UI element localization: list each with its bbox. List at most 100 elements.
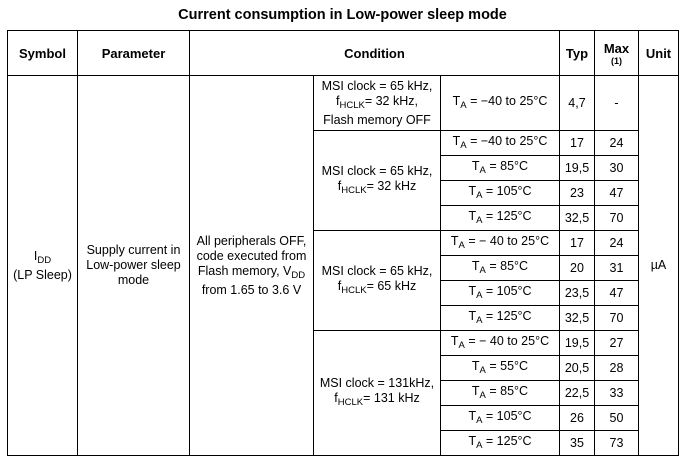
temperature-cell: TA = 55°C bbox=[440, 355, 560, 381]
max-value: 24 bbox=[594, 230, 639, 256]
temperature-value: = 125°C bbox=[485, 308, 532, 323]
clock-text: MSI clock = 65 kHz, bbox=[321, 263, 433, 278]
header-typ: Typ bbox=[559, 30, 595, 76]
typ-value: 17 bbox=[559, 130, 595, 156]
table-row: TA = 125°C 35 73 bbox=[8, 430, 679, 456]
symbol-sub: DD bbox=[37, 254, 52, 266]
max-value: 47 bbox=[594, 280, 639, 306]
typ-value: 26 bbox=[559, 405, 595, 431]
temperature-value: = 105°C bbox=[485, 283, 532, 298]
table-row: TA = 125°C 32,5 70 bbox=[8, 205, 679, 231]
typ-value: 19,5 bbox=[559, 330, 595, 356]
temperature-value: = 55°C bbox=[489, 358, 529, 373]
temperature-value: = − 40 to 25°C bbox=[468, 233, 550, 248]
typ-value: 32,5 bbox=[559, 305, 595, 331]
typ-value: 19,5 bbox=[559, 155, 595, 181]
temperature-value: = 85°C bbox=[489, 383, 529, 398]
typ-value: 22,5 bbox=[559, 380, 595, 406]
typ-value: 20 bbox=[559, 255, 595, 281]
temperature-value: = 85°C bbox=[489, 158, 529, 173]
typ-value: 23,5 bbox=[559, 280, 595, 306]
clock-condition-cell: MSI clock = 65 kHz, fHCLK= 32 kHz, Flash m… bbox=[313, 75, 441, 131]
temperature-value: = 105°C bbox=[485, 408, 532, 423]
temperature-cell: TA = 105°C bbox=[440, 180, 560, 206]
max-value: 70 bbox=[594, 305, 639, 331]
table-title: Current consumption in Low-power sleep m… bbox=[178, 7, 507, 23]
temperature-value: = 125°C bbox=[485, 208, 532, 223]
table-row: TA = 105°C 23,5 47 bbox=[8, 280, 679, 306]
hclk-sub: HCLK bbox=[341, 184, 367, 196]
hclk-prefix: f bbox=[336, 93, 340, 108]
symbol-note: (LP Sleep) bbox=[13, 267, 72, 282]
max-value: 73 bbox=[594, 430, 639, 456]
temperature-cell: TA = − 40 to 25°C bbox=[440, 230, 560, 256]
hclk-value: = 32 kHz, bbox=[364, 93, 418, 108]
hclk-value: = 131 kHz bbox=[363, 391, 420, 405]
hclk-prefix: f bbox=[337, 178, 342, 193]
hclk-prefix: f bbox=[334, 391, 338, 405]
temperature-cell: TA = −40 to 25°C bbox=[440, 75, 560, 131]
temperature-cell: TA = −40 to 25°C bbox=[440, 130, 560, 156]
table-row: TA = 105°C 26 50 bbox=[8, 405, 679, 431]
temperature-cell: TA = 85°C bbox=[440, 155, 560, 181]
temperature-value: = 85°C bbox=[489, 258, 529, 273]
max-value: - bbox=[594, 75, 639, 131]
hclk-sub: HCLK bbox=[337, 397, 364, 408]
unit-cell: µA bbox=[638, 75, 679, 456]
header-row: Symbol Parameter Condition Typ Max (1) U… bbox=[7, 30, 679, 76]
hclk-value: = 65 kHz bbox=[366, 278, 417, 293]
temperature-value: = −40 to 25°C bbox=[470, 133, 548, 148]
hclk-sub: HCLK bbox=[341, 284, 367, 296]
temperature-cell: TA = 105°C bbox=[440, 405, 560, 431]
table-row: TA = 85°C 19,5 30 bbox=[8, 155, 679, 181]
clock-extra: Flash memory OFF bbox=[323, 112, 431, 127]
header-condition: Condition bbox=[189, 30, 560, 76]
max-value: 47 bbox=[594, 180, 639, 206]
condition-main-range: from 1.65 to 3.6 V bbox=[201, 282, 302, 297]
clock-text: MSI clock = 65 kHz, bbox=[321, 163, 433, 178]
hclk-value: = 32 kHz bbox=[366, 178, 417, 193]
condition-main-text: All peripherals OFF, code executed from … bbox=[196, 233, 307, 278]
max-value: 33 bbox=[594, 380, 639, 406]
table-row: MSI clock = 65 kHz, fHCLK= 32 kHz TA = −40… bbox=[8, 130, 679, 231]
max-value: 31 bbox=[594, 255, 639, 281]
table-row: TA = 55°C 20,5 28 bbox=[8, 355, 679, 381]
header-max-label: Max bbox=[603, 40, 630, 56]
hclk-prefix: f bbox=[337, 278, 342, 293]
temperature-value: = −40 to 25°C bbox=[470, 93, 548, 108]
typ-value: 23 bbox=[559, 180, 595, 206]
temperature-cell: TA = 125°C bbox=[440, 430, 560, 456]
clock-text: MSI clock = 131kHz, bbox=[319, 376, 435, 390]
header-parameter: Parameter bbox=[77, 30, 190, 76]
symbol-main: I bbox=[33, 248, 38, 263]
max-value: 70 bbox=[594, 205, 639, 231]
header-max-note: (1) bbox=[611, 55, 622, 66]
temperature-cell: TA = 85°C bbox=[440, 255, 560, 281]
temperature-cell: TA = 125°C bbox=[440, 305, 560, 331]
temperature-cell: TA = 85°C bbox=[440, 380, 560, 406]
clock-condition-cell: MSI clock = 65 kHz, fHCLK= 65 kHz bbox=[313, 230, 441, 331]
typ-value: 17 bbox=[559, 230, 595, 256]
temperature-cell: TA = 125°C bbox=[440, 205, 560, 231]
condition-main-sub: DD bbox=[291, 269, 306, 281]
hclk-sub: HCLK bbox=[339, 99, 365, 111]
temperature-value: = 125°C bbox=[485, 433, 532, 448]
typ-value: 4,7 bbox=[559, 75, 595, 131]
max-value: 28 bbox=[594, 355, 639, 381]
temperature-value: = 105°C bbox=[485, 183, 532, 198]
typ-value: 32,5 bbox=[559, 205, 595, 231]
header-max: Max (1) bbox=[594, 30, 639, 76]
max-value: 24 bbox=[594, 130, 639, 156]
max-value: 30 bbox=[594, 155, 639, 181]
table-row: MSI clock = 131kHz, fHCLK= 131 kHz TA = − … bbox=[8, 330, 679, 456]
temperature-cell: TA = − 40 to 25°C bbox=[440, 330, 560, 356]
clock-condition-cell: MSI clock = 65 kHz, fHCLK= 32 kHz bbox=[313, 130, 441, 231]
symbol-cell: IDD (LP Sleep) bbox=[7, 75, 78, 456]
temperature-value: = − 40 to 25°C bbox=[468, 333, 550, 348]
temperature-cell: TA = 105°C bbox=[440, 280, 560, 306]
typ-value: 35 bbox=[559, 430, 595, 456]
max-value: 27 bbox=[594, 330, 639, 356]
table-row: IDD (LP Sleep) Supply current in Low-power… bbox=[7, 75, 679, 456]
table-row: TA = 105°C 23 47 bbox=[8, 180, 679, 206]
clock-text: MSI clock = 65 kHz, bbox=[321, 78, 433, 93]
